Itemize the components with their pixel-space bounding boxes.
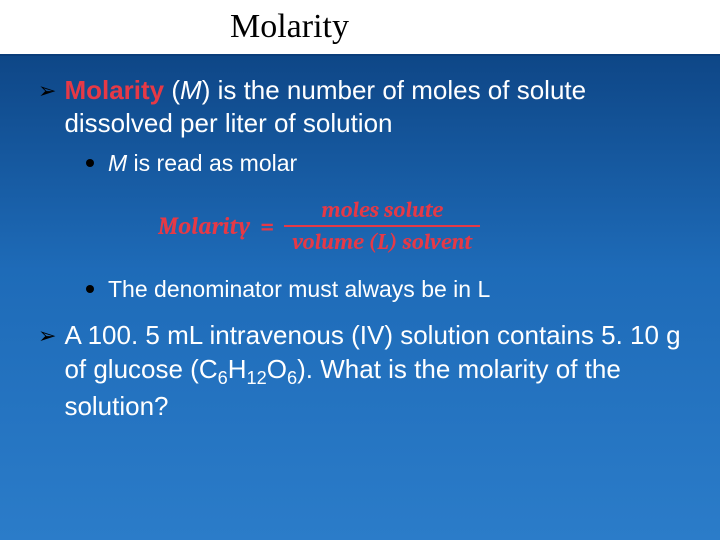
sub-text-molar: M is read as molar (108, 149, 297, 179)
slide-title: Molarity (230, 8, 349, 46)
formula-denominator: volume (L) solvent (284, 229, 480, 255)
symbol-m: M (180, 75, 202, 105)
formula-numerator: moles solute (313, 197, 451, 223)
sub-text-denominator: The denominator must always be in L (108, 275, 490, 305)
sub-bullet-denominator: The denominator must always be in L (86, 275, 682, 305)
formula-equals: = (260, 212, 274, 240)
title-bar: Molarity (0, 0, 720, 56)
dot-icon (86, 159, 94, 167)
slide-content: ➢ Molarity (M) is the number of moles of… (0, 56, 720, 424)
formula-fraction: moles solute volume (L) solvent (284, 197, 480, 255)
definition-text: Molarity (M) is the number of moles of s… (64, 74, 682, 139)
question-text: A 100. 5 mL intravenous (IV) solution co… (64, 319, 682, 424)
arrow-icon: ➢ (38, 78, 56, 104)
term-molarity: Molarity (64, 75, 164, 105)
sub-list-1: M is read as molar (86, 149, 682, 179)
fraction-line (284, 225, 480, 227)
dot-icon (86, 285, 94, 293)
bullet-definition: ➢ Molarity (M) is the number of moles of… (38, 74, 682, 139)
formula-label: Molarity (158, 212, 250, 240)
sub-bullet-molar: M is read as molar (86, 149, 682, 179)
sub-list-2: The denominator must always be in L (86, 275, 682, 305)
arrow-icon: ➢ (38, 323, 56, 349)
formula-block: Molarity = moles solute volume (L) solve… (158, 197, 682, 255)
bullet-question: ➢ A 100. 5 mL intravenous (IV) solution … (38, 319, 682, 424)
